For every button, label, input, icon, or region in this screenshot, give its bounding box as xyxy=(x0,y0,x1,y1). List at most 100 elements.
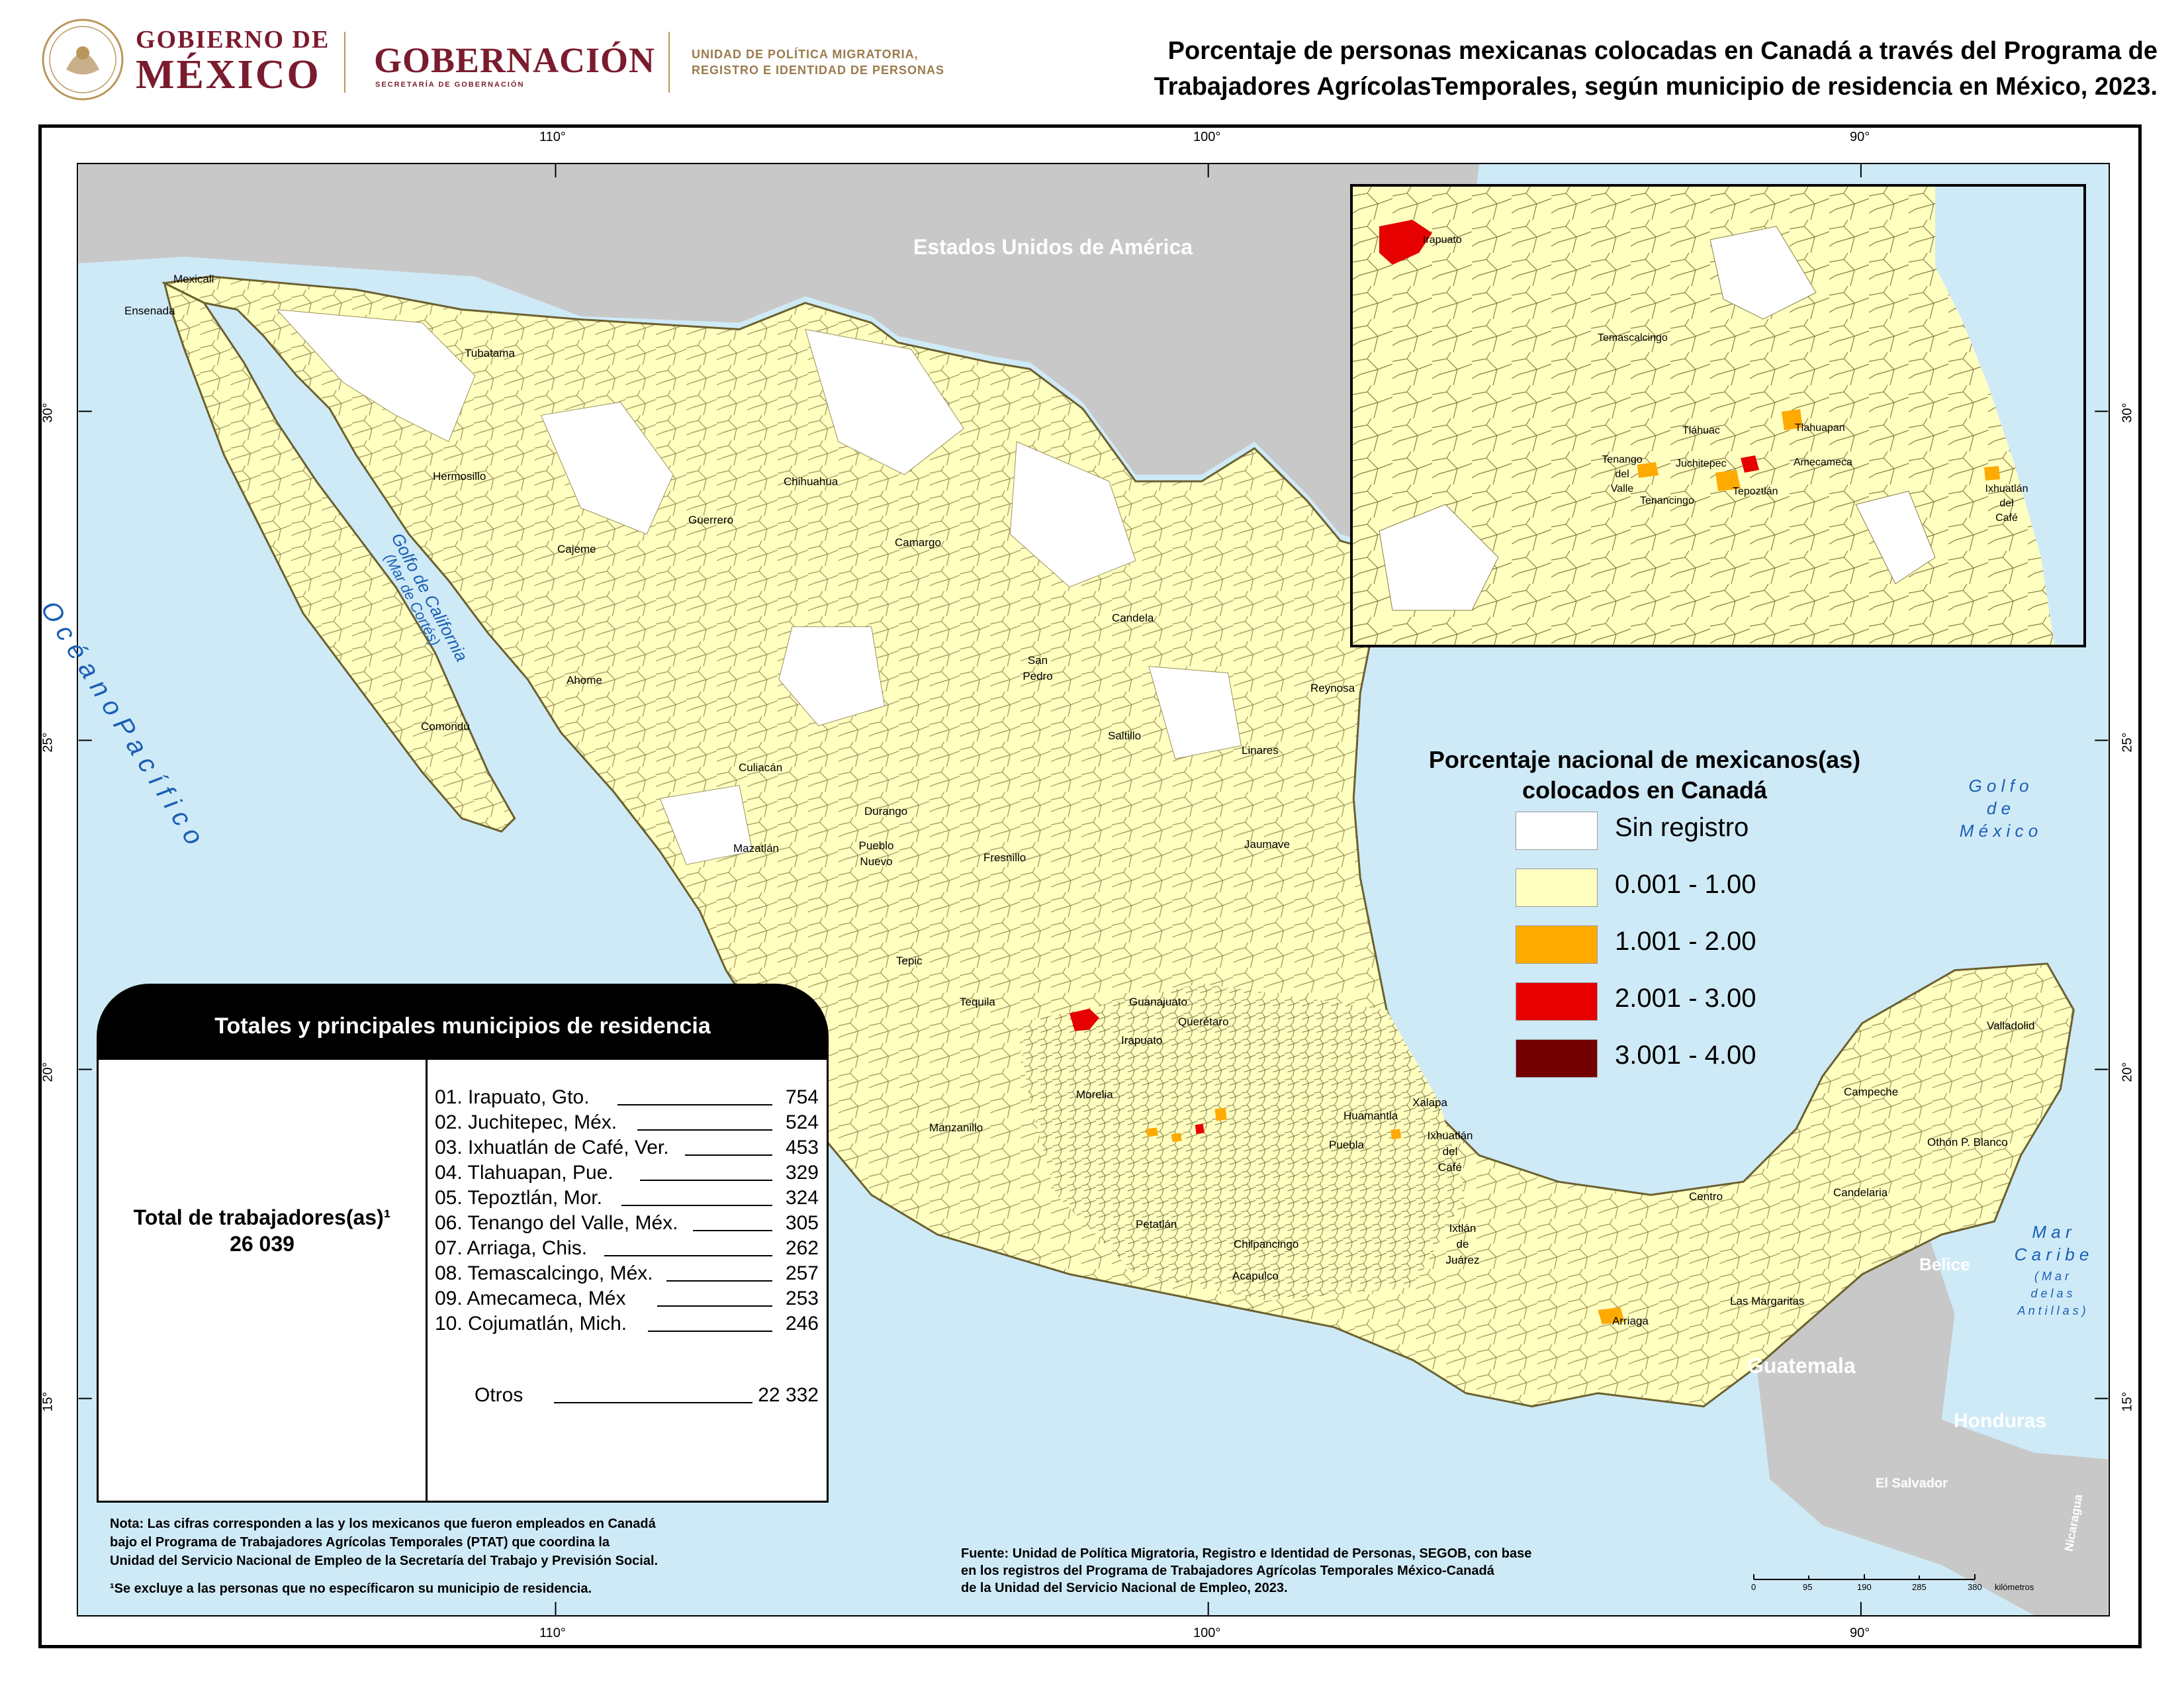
usa-label: Estados Unidos de América xyxy=(913,235,1193,259)
municipality-name: 08. Temascalcingo, Méx. xyxy=(435,1262,653,1284)
municipality-row: 09. Amecameca, Méx 253 xyxy=(435,1288,819,1313)
municipality-name: 10. Cojumatlán, Mich. xyxy=(435,1313,627,1335)
city-ensenada: Ensenada xyxy=(124,305,175,317)
inset-map-svg xyxy=(1353,187,2083,645)
central-america-landmass xyxy=(1756,1235,2109,1615)
municipality-value: 305 xyxy=(785,1212,819,1234)
lat-left-25: 25° xyxy=(40,732,56,753)
city-candelaria: Candelaria xyxy=(1833,1186,1888,1199)
municipality-name: 03. Ixhuatlán de Café, Ver. xyxy=(435,1137,669,1158)
inset-label-tenancingo: Tenancingo xyxy=(1640,495,1694,506)
inset-juchitepec xyxy=(1741,455,1759,473)
inset-sin-registro-1 xyxy=(1379,504,1499,611)
scale-tick-95: 95 xyxy=(1803,1582,1813,1592)
municipality-row: 07. Arriaga, Chis. 262 xyxy=(435,1237,819,1262)
sin-registro-area-6 xyxy=(1148,666,1242,759)
inset-label-tlahuac: Tláhuac xyxy=(1682,425,1720,436)
lon-top-90: 90° xyxy=(1850,130,1870,144)
guatemala-label: Guatemala xyxy=(1747,1354,1856,1378)
belice-label: Belice xyxy=(1919,1254,1970,1274)
baja-california xyxy=(163,281,516,833)
city-morelia: Morelia xyxy=(1076,1088,1113,1101)
legend-swatch-2-3 xyxy=(1516,982,1598,1021)
city-ahome: Ahome xyxy=(567,674,602,686)
gobernacion-logo: GOBERNACIÓN xyxy=(374,40,656,80)
inset-label-irapuato: Irapuato xyxy=(1423,234,1462,246)
municipality-row: 03. Ixhuatlán de Café, Ver. 453 xyxy=(435,1137,819,1162)
inset-label-ixhuatlan-1: Ixhuatlán xyxy=(1985,483,2028,494)
nota-line3: Unidad del Servicio Nacional de Empleo d… xyxy=(110,1554,659,1568)
legend-title-line2: colocados en Canadá xyxy=(1522,776,1768,804)
inset-sin-registro-3 xyxy=(1855,491,1936,585)
inset-tlahuapan xyxy=(1782,409,1803,430)
city-durango: Durango xyxy=(864,805,908,818)
fuente: Fuente: Unidad de Política Migratoria, R… xyxy=(961,1545,1531,1597)
city-puebla: Puebla xyxy=(1329,1139,1364,1151)
city-valladolid: Valladolid xyxy=(1987,1019,2035,1032)
city-pueblo-nuevo-1: Pueblo xyxy=(858,839,894,852)
sin-registro-area-7 xyxy=(659,784,753,865)
city-mexicali: Mexicali xyxy=(173,273,214,285)
ixhuatlan-municipality xyxy=(1390,1129,1402,1140)
total-workers: Total de trabajadores(as)¹ 26 039 xyxy=(99,1204,426,1257)
legend-swatch-3-4 xyxy=(1516,1039,1598,1078)
gobierno-de-mexico-logo: GOBIERNO DE MÉXICO xyxy=(136,25,330,99)
sin-registro-area-2 xyxy=(540,401,674,535)
city-cajeme: Cajeme xyxy=(557,543,596,555)
mar-caribe-label-5: A n t i l l a s ) xyxy=(2017,1304,2086,1317)
lon-top-100: 100° xyxy=(1193,130,1221,144)
sin-registro-area-1 xyxy=(276,308,476,442)
municipality-name: 04. Tlahuapan, Pue. xyxy=(435,1162,614,1184)
city-othon-p-blanco: Othón P. Blanco xyxy=(1927,1136,2008,1149)
municipality-leader xyxy=(640,1180,772,1181)
mar-caribe-label-3: ( M a r xyxy=(2034,1270,2069,1283)
legend-title: Porcentaje nacional de mexicanos(as) col… xyxy=(1383,745,1906,806)
city-comondu: Comondú xyxy=(421,720,470,733)
inset-irapuato xyxy=(1379,220,1432,265)
city-culiacan: Culiacán xyxy=(739,761,783,774)
central-mexico-dense xyxy=(1017,983,1466,1301)
municipality-value: 324 xyxy=(785,1187,819,1209)
lat-left-30: 30° xyxy=(40,402,56,423)
inset-label-tlahuapan: Tlahuapan xyxy=(1795,422,1845,434)
fuente-line1: Fuente: Unidad de Política Migratoria, R… xyxy=(961,1546,1532,1561)
secretaria-label: SECRETARÍA DE GOBERNACIÓN xyxy=(375,81,525,89)
city-fresnillo: Fresnillo xyxy=(983,851,1026,864)
nota-line4: ¹Se excluye a las personas que no especí… xyxy=(110,1581,592,1596)
otros-row: Otros 22 332 xyxy=(435,1384,819,1409)
municipality-value: 329 xyxy=(785,1162,819,1184)
lat-right-15: 15° xyxy=(2120,1391,2135,1412)
legend-title-line1: Porcentaje nacional de mexicanos(as) xyxy=(1428,746,1861,773)
inset-tenango xyxy=(1637,462,1659,478)
municipality-value: 754 xyxy=(785,1086,819,1108)
legend-label-sin-registro: Sin registro xyxy=(1615,813,1749,842)
scale-tick-380: 380 xyxy=(1968,1582,1982,1592)
nota-line2: bajo el Programa de Trabajadores Agrícol… xyxy=(110,1535,610,1550)
legend-swatch-1-2 xyxy=(1516,925,1598,964)
municipality-row: 01. Irapuato, Gto. 754 xyxy=(435,1086,819,1111)
city-ixhuatlan-1: Ixhuatlán xyxy=(1427,1129,1473,1142)
city-reynosa: Reynosa xyxy=(1310,682,1355,694)
city-san-pedro-1: San xyxy=(1027,654,1048,667)
municipality-value: 257 xyxy=(785,1262,819,1284)
city-petatlan: Petatlán xyxy=(1136,1218,1177,1231)
city-linares: Linares xyxy=(1242,744,1279,757)
otros-value: 22 332 xyxy=(758,1384,819,1406)
municipality-row: 10. Cojumatlán, Mich. 246 xyxy=(435,1313,819,1338)
city-pueblo-nuevo-2: Nuevo xyxy=(860,855,893,868)
city-guerrero: Guerrero xyxy=(688,514,734,526)
fuente-line2: en los registros del Programa de Trabaja… xyxy=(961,1564,1494,1578)
municipality-name: 07. Arriaga, Chis. xyxy=(435,1237,588,1259)
lat-left-15: 15° xyxy=(40,1391,56,1412)
mar-caribe-label-2: C a r i b e xyxy=(2014,1244,2089,1264)
totals-header: Totales y principales municipios de resi… xyxy=(97,984,829,1058)
gob-line2: MÉXICO xyxy=(136,52,321,97)
lat-right-20: 20° xyxy=(2120,1062,2135,1082)
municipality-row: 05. Tepoztlán, Mor. 324 xyxy=(435,1187,819,1212)
lat-right-25: 25° xyxy=(2120,732,2135,753)
lon-top-110: 110° xyxy=(539,130,566,144)
municipality-name: 05. Tepoztlán, Mor. xyxy=(435,1187,602,1209)
inset-label-juchitepec: Juchitepec xyxy=(1676,458,1727,469)
tenango-municipality xyxy=(1146,1127,1158,1137)
nota-line1: Nota: Las cifras corresponden a las y lo… xyxy=(110,1517,656,1531)
